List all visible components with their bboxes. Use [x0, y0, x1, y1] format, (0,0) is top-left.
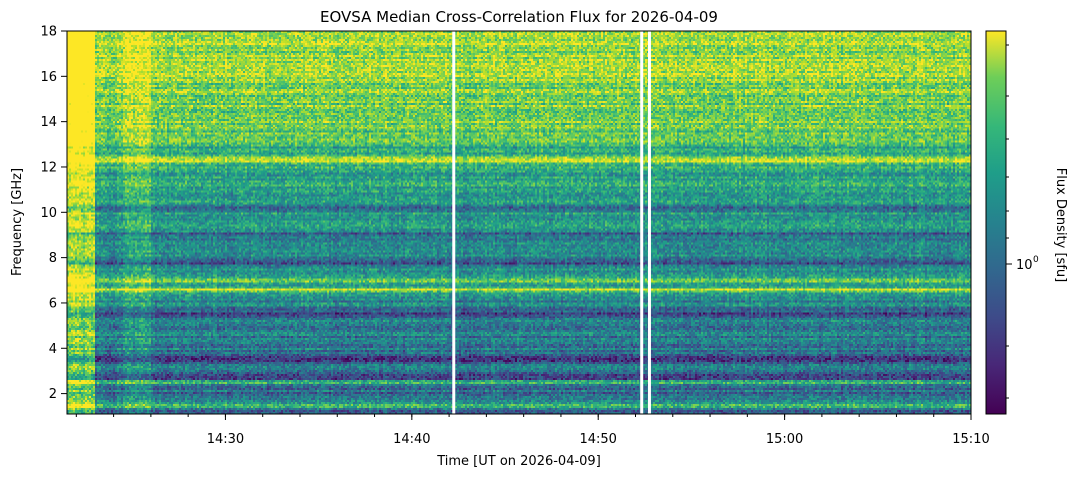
x-tick-label: 15:00: [766, 432, 803, 447]
colorbar-tick-exponent: 0: [1033, 255, 1039, 265]
y-tick-label: 2: [49, 387, 57, 402]
heatmap-canvas: [67, 31, 971, 414]
colorbar-tick-base: 10: [1016, 258, 1033, 273]
y-tick-label: 6: [49, 296, 57, 311]
y-tick-label: 12: [40, 160, 57, 175]
chart-title: EOVSA Median Cross-Correlation Flux for …: [320, 8, 718, 26]
y-tick-label: 16: [40, 70, 57, 85]
x-axis-label: Time [UT on 2026-04-09]: [436, 454, 601, 469]
spectrogram-image: [67, 31, 971, 414]
x-tick-label: 14:50: [579, 432, 616, 447]
y-axis: 2 4 6 8 10 12 14 16 18: [40, 25, 67, 402]
x-tick-label: 14:30: [207, 432, 244, 447]
y-tick-label: 10: [40, 206, 57, 221]
colorbar-gradient: [985, 30, 1007, 415]
colorbar-label: Flux Density [sfu]: [1053, 168, 1068, 282]
heatmap-raster: [67, 31, 971, 414]
x-tick-label: 15:10: [952, 432, 989, 447]
y-tick-label: 14: [40, 115, 57, 130]
colorbar: 10 0 Flux Density [sfu]: [985, 30, 1068, 415]
y-tick-label: 8: [49, 251, 57, 266]
x-tick-label: 14:40: [393, 432, 430, 447]
y-axis-label: Frequency [GHz]: [10, 168, 25, 276]
data-gap-3: [647, 31, 651, 414]
colorbar-ticks: [1006, 44, 1012, 399]
y-tick-label: 4: [49, 342, 57, 357]
data-gap-1: [452, 31, 456, 414]
data-gap-2: [640, 31, 644, 414]
y-tick-label: 18: [40, 25, 57, 40]
x-axis: 14:30 14:40 14:50 15:00 15:10: [75, 414, 990, 447]
plot-frame: [66, 30, 972, 415]
